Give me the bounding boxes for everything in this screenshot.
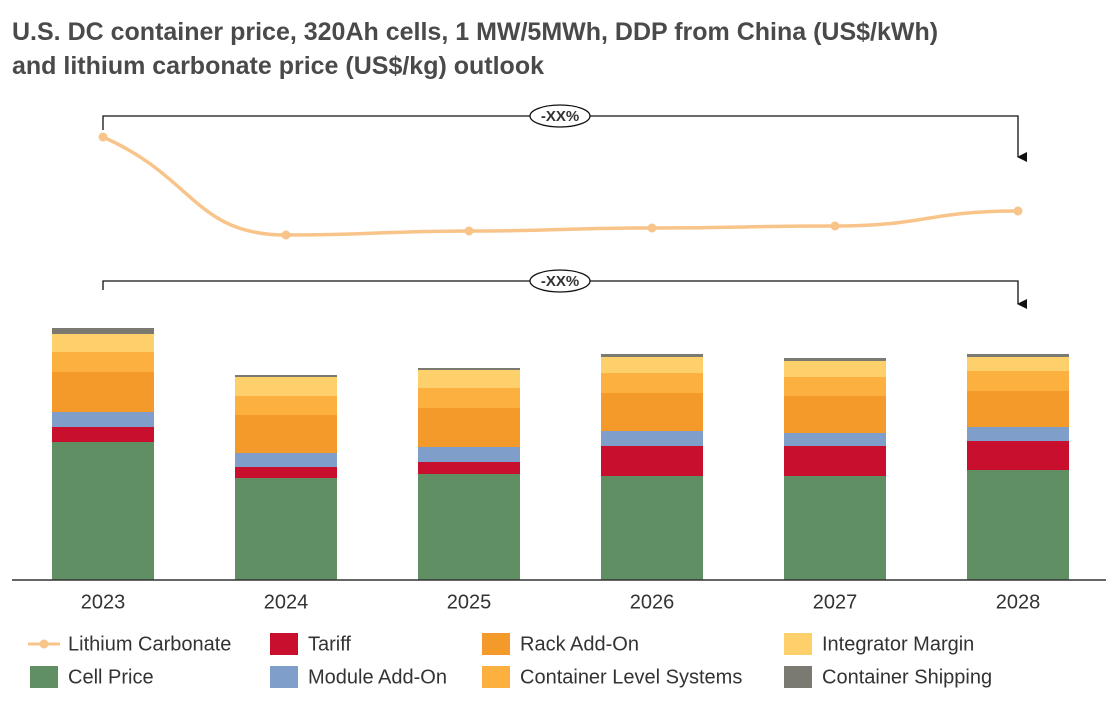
bar-segment (967, 427, 1069, 441)
x-tick-label: 2024 (264, 591, 309, 613)
bar-segment (418, 388, 520, 408)
annotation: -XX% (541, 108, 579, 125)
bar-segment (52, 352, 154, 372)
legend-swatch (39, 639, 49, 649)
bar-segment (52, 427, 154, 442)
bar-segment (601, 476, 703, 580)
bar-segment (967, 470, 1069, 580)
bar-segment (52, 412, 154, 427)
legend-swatch (784, 633, 812, 655)
bar-segment (52, 442, 154, 580)
chart-title: and lithium carbonate price (US$/kg) out… (12, 52, 544, 80)
bar-segment (601, 357, 703, 373)
bar-segment (601, 431, 703, 446)
bar-segment (784, 358, 886, 361)
legend-swatch (482, 633, 510, 655)
bar-segment (235, 453, 337, 467)
bar-segment (235, 478, 337, 580)
bar-segment (967, 354, 1069, 357)
bar-segment (418, 370, 520, 388)
line-point (830, 221, 840, 231)
x-tick-label: 2028 (996, 591, 1041, 613)
legend-swatch (482, 666, 510, 688)
bar-segment (784, 396, 886, 433)
bar-segment (418, 447, 520, 462)
line-point (464, 226, 474, 236)
x-tick-label: 2023 (81, 591, 126, 613)
bar-segment (601, 354, 703, 357)
bar-segment (967, 391, 1069, 427)
line (102, 135, 1019, 237)
legend-swatch (270, 666, 298, 688)
bar-segment (601, 446, 703, 476)
bar-segment (235, 415, 337, 453)
bar-segment (784, 476, 886, 580)
legend-label: Integrator Margin (822, 633, 974, 655)
bar-segment (967, 357, 1069, 371)
bar-segment (784, 377, 886, 396)
legend-swatch (270, 633, 298, 655)
bar-segment (235, 375, 337, 377)
bar-segment (784, 446, 886, 476)
legend-label: Container Shipping (822, 666, 992, 688)
line-point (647, 223, 657, 233)
annotation: -XX% (541, 273, 579, 290)
bar-segment (235, 377, 337, 396)
legend-label: Cell Price (68, 666, 154, 688)
bar-segment (418, 462, 520, 474)
bar-segment (601, 393, 703, 431)
chart-title: U.S. DC container price, 320Ah cells, 1 … (12, 18, 938, 46)
annotation-badge (529, 269, 591, 293)
bar-segment (52, 372, 154, 412)
bar-segment (235, 396, 337, 415)
bar-segment (784, 433, 886, 446)
bar-segment (52, 334, 154, 352)
line-point (1013, 206, 1023, 216)
line-point (281, 230, 291, 240)
bar-segment (967, 441, 1069, 470)
legend-label: Container Level Systems (520, 666, 742, 688)
bar-segment (52, 328, 154, 334)
bar-segment (418, 368, 520, 370)
legend-label: Lithium Carbonate (68, 633, 231, 655)
line-point (98, 132, 108, 142)
bar-segment (601, 373, 703, 393)
legend-swatch (784, 666, 812, 688)
bar-segment (418, 474, 520, 580)
x-tick-label: 2026 (630, 591, 675, 613)
legend-label: Rack Add-On (520, 633, 639, 655)
bar-segment (235, 467, 337, 478)
bar-segment (967, 371, 1069, 391)
x-tick-label: 2025 (447, 591, 492, 613)
legend-label: Tariff (308, 633, 351, 655)
bar-segment (418, 408, 520, 447)
x-tick-label: 2027 (813, 591, 858, 613)
annotation-badge (529, 104, 591, 128)
bar-segment (784, 361, 886, 377)
legend-swatch (30, 666, 58, 688)
legend-label: Module Add-On (308, 666, 447, 688)
